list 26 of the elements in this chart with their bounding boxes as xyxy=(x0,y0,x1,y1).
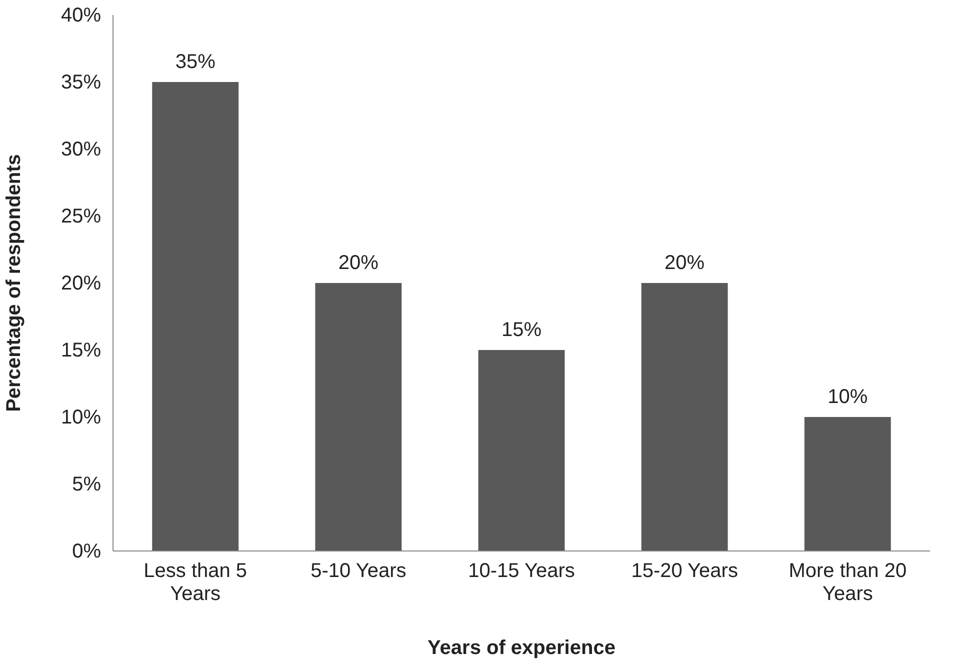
data-label: 20% xyxy=(338,252,379,274)
bar xyxy=(315,283,402,551)
x-tick-label: More than 20 Years xyxy=(788,560,907,606)
y-tick-label: 10% xyxy=(60,406,102,428)
x-tick-label: 15-20 Years xyxy=(631,560,738,582)
bar xyxy=(152,82,239,551)
y-tick-label: 35% xyxy=(60,71,102,94)
x-tick-label: 10-15 Years xyxy=(468,560,575,582)
bar xyxy=(641,283,728,551)
data-label: 35% xyxy=(175,51,216,73)
y-tick-label: 5% xyxy=(72,473,102,496)
y-tick-label: 30% xyxy=(60,138,102,160)
x-tick-label: Less than 5 Years xyxy=(144,560,248,606)
y-tick-label: 15% xyxy=(60,339,102,362)
data-label: 20% xyxy=(664,252,705,274)
y-axis-title: Percentage of respondents xyxy=(3,154,25,412)
x-tick-label: 5-10 Years xyxy=(310,560,406,582)
bar xyxy=(478,350,565,551)
y-tick-label: 20% xyxy=(60,272,102,294)
data-label: 15% xyxy=(501,319,542,341)
bar xyxy=(804,417,891,551)
x-axis-title: Years of experience xyxy=(428,637,616,659)
y-tick-label: 25% xyxy=(60,205,102,228)
data-label: 10% xyxy=(828,386,868,408)
y-tick-label: 40% xyxy=(60,4,102,26)
y-tick-label: 0% xyxy=(72,540,102,562)
